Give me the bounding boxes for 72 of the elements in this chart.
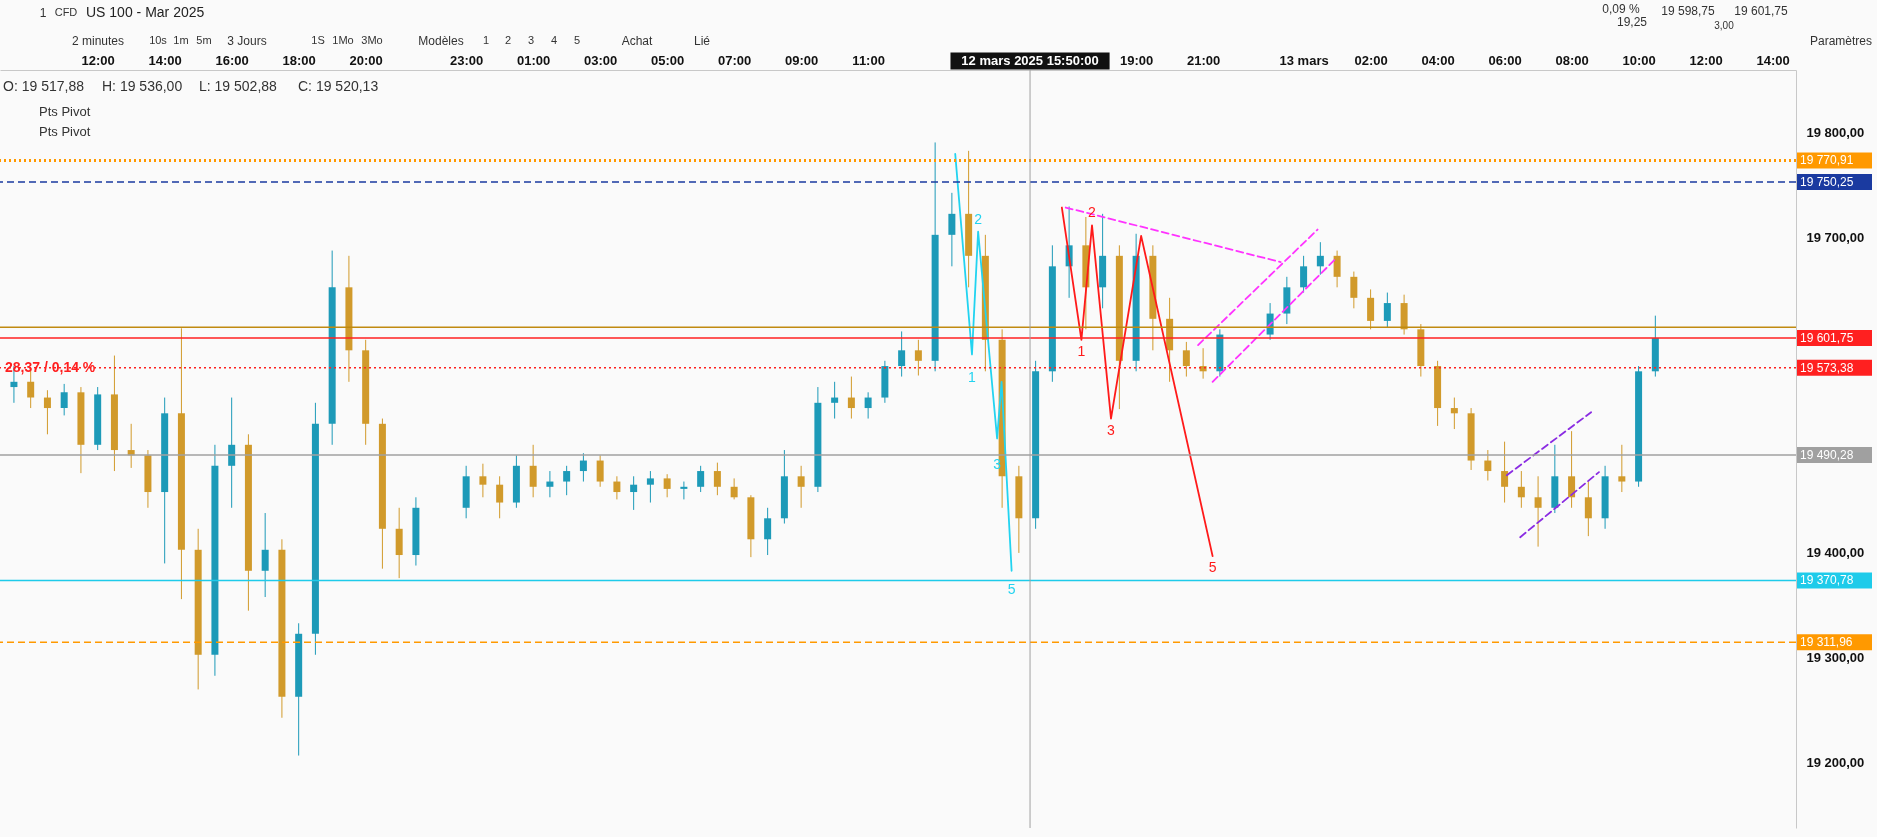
x-tick-label: 10:00 <box>1622 52 1656 68</box>
annotation: Pts Pivot <box>39 124 91 139</box>
chart-title: US 100 - Mar 2025 <box>86 4 205 20</box>
text: 2 minutes <box>71 34 125 48</box>
y-tick-label: 19 200,00 <box>1806 755 1865 771</box>
y-tick-label: 19 800,00 <box>1806 125 1865 141</box>
text: 3,00 <box>1714 20 1735 31</box>
ref-line-label: 19 573,38 <box>1800 360 1854 375</box>
x-tick-label: 11:00 <box>852 52 885 68</box>
x-tick-label: 09:00 <box>785 52 819 68</box>
text: 3 <box>527 34 535 46</box>
x-tick-label: 16:00 <box>215 52 249 68</box>
x-tick-label: 08:00 <box>1555 52 1589 68</box>
text: 19 598,75 <box>1661 4 1716 18</box>
x-tick-label: 03:00 <box>584 52 618 68</box>
text: 1 <box>39 6 47 20</box>
text: 0,09 % <box>1602 2 1641 16</box>
text: 5m <box>196 34 212 46</box>
ref-line-label: 19 370,78 <box>1800 573 1854 588</box>
annotation: H: 19 536,00 <box>102 78 183 94</box>
x-tick-label: 04:00 <box>1421 52 1455 68</box>
x-tick-label: 20:00 <box>349 52 383 68</box>
ref-line-label: 19 601,75 <box>1800 330 1854 345</box>
annotation: Pts Pivot <box>39 104 91 119</box>
x-tick-label: 14:00 <box>1756 52 1790 68</box>
x-tick-label: 05:00 <box>651 52 685 68</box>
annotation: 5 <box>1007 581 1016 598</box>
x-tick-label: 13 mars <box>1279 52 1329 68</box>
annotation: 1 <box>1077 342 1086 359</box>
text: 1 <box>482 34 490 46</box>
annotation: C: 19 520,13 <box>298 78 379 94</box>
text: CFD <box>54 6 78 18</box>
text: Achat <box>621 34 654 48</box>
text: 10s <box>149 34 168 46</box>
ref-line-label: 19 490,28 <box>1800 448 1854 463</box>
ref-line-label: 19 770,91 <box>1800 153 1854 168</box>
x-tick-label: 01:00 <box>517 52 551 68</box>
text: 5 <box>573 34 581 46</box>
text: Paramètres <box>1809 34 1873 48</box>
annotation: 1 <box>968 368 977 385</box>
x-tick-label: 07:00 <box>718 52 752 68</box>
y-tick-label: 19 400,00 <box>1806 545 1865 561</box>
text: Modèles <box>418 34 464 48</box>
text: 2 <box>504 34 512 46</box>
text: 3Mo <box>361 34 383 46</box>
annotation: 3 <box>1107 421 1116 438</box>
x-tick-label: 18:00 <box>282 52 316 68</box>
x-tick-label: 23:00 <box>450 52 484 68</box>
x-tick-label: 19:00 <box>1119 52 1154 68</box>
annotation: L: 19 502,88 <box>199 78 278 94</box>
annotation: O: 19 517,88 <box>3 78 85 94</box>
x-tick-label: 21:00 <box>1186 52 1221 68</box>
x-tick-label: 02:00 <box>1354 52 1388 68</box>
x-tick-label: 06:00 <box>1488 52 1522 68</box>
x-tick-label: 12:00 <box>1689 52 1723 68</box>
ref-line-label: 19 311,96 <box>1800 635 1853 650</box>
y-tick-label: 19 700,00 <box>1806 230 1865 246</box>
text: Lié <box>693 34 711 48</box>
text: 1Mo <box>332 34 354 46</box>
text: 1m <box>173 34 189 46</box>
text: 4 <box>550 34 558 46</box>
y-tick-label: 19 300,00 <box>1806 650 1865 666</box>
x-tick-label: 14:00 <box>148 52 182 68</box>
text: 3 Jours <box>227 34 267 48</box>
ref-line-label: 19 750,25 <box>1800 175 1854 190</box>
ref-line-label: 12 mars 2025 15:50:00 <box>961 53 1099 68</box>
annotation: 5 <box>1208 559 1217 576</box>
annotation: 2 <box>974 210 983 227</box>
x-tick-label: 12:00 <box>81 52 115 68</box>
text: 19 601,75 <box>1734 4 1789 18</box>
text: 1S <box>311 34 325 46</box>
text: 19,25 <box>1616 15 1648 29</box>
